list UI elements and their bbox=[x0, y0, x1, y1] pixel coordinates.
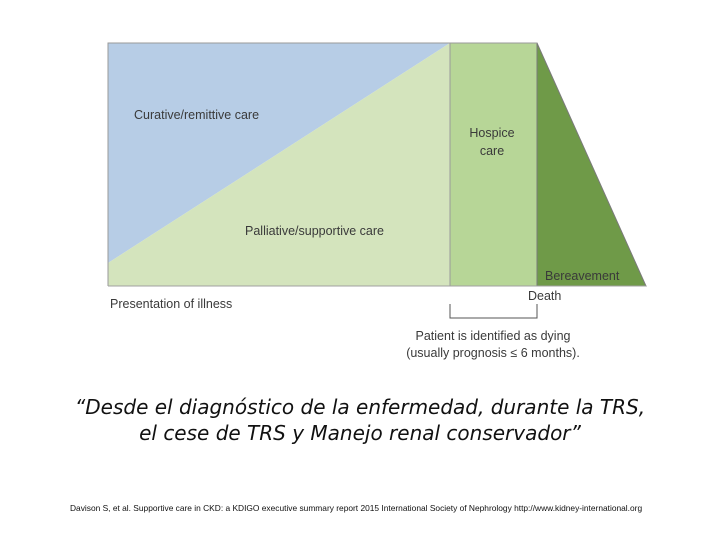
curative-care-label: Curative/remittive care bbox=[134, 108, 259, 122]
presentation-label: Presentation of illness bbox=[110, 297, 232, 311]
patient-dying-label-line1: Patient is identified as dying bbox=[416, 329, 571, 343]
quote-line2: el cese de TRS y Manejo renal conservado… bbox=[139, 421, 581, 445]
hospice-care-label-line2: care bbox=[480, 144, 504, 158]
care-continuum-diagram: Curative/remittive care Palliative/suppo… bbox=[107, 42, 647, 360]
bereavement-region bbox=[536, 42, 647, 287]
death-label: Death bbox=[528, 289, 561, 303]
dying-period-bracket bbox=[449, 304, 538, 319]
bereavement-label: Bereavement bbox=[545, 269, 620, 283]
patient-dying-label-line2: (usually prognosis ≤ 6 months). bbox=[406, 346, 580, 360]
diagram-border bbox=[107, 42, 537, 286]
hospice-care-region bbox=[449, 42, 538, 287]
palliative-care-label: Palliative/supportive care bbox=[245, 224, 384, 238]
citation: Davison S, et al. Supportive care in CKD… bbox=[70, 503, 643, 513]
hospice-care-label-line1: Hospice bbox=[469, 126, 514, 140]
palliative-care-region bbox=[108, 43, 450, 286]
quote-line1: “Desde el diagnóstico de la enfermedad, … bbox=[74, 395, 646, 419]
quote: “Desde el diagnóstico de la enfermedad, … bbox=[40, 394, 680, 446]
